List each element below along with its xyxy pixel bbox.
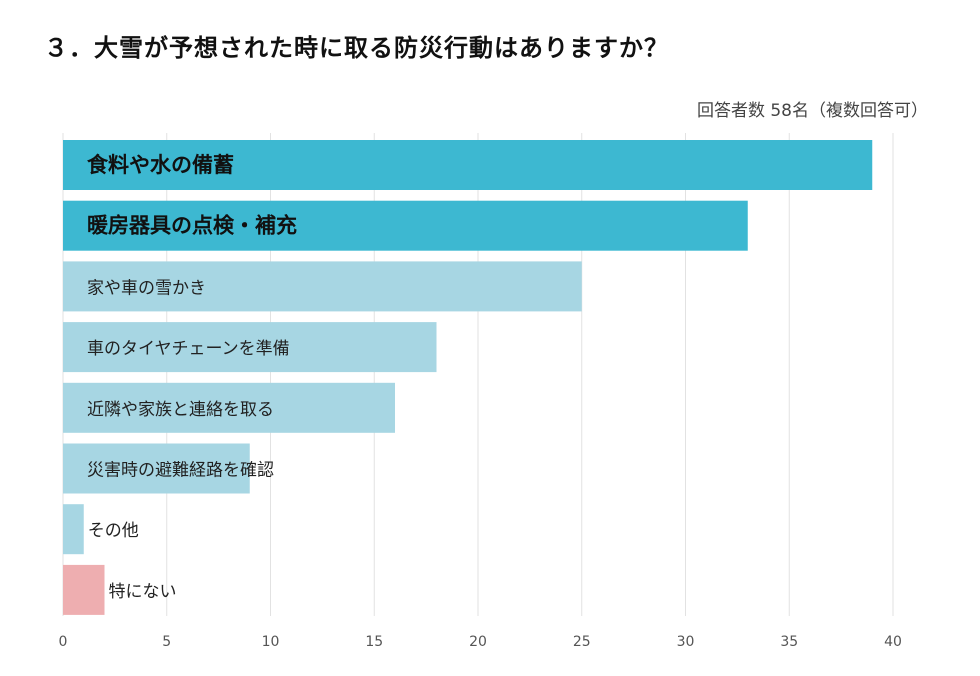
x-tick-label: 40: [884, 634, 902, 650]
bar: [63, 200, 748, 251]
x-tick-label: 15: [365, 634, 383, 650]
chart-title: ３．大雪が予想された時に取る防災行動はありますか？: [44, 34, 669, 62]
bar: [63, 322, 437, 373]
bar: [63, 443, 250, 494]
x-tick-label: 30: [677, 634, 695, 650]
bar: [63, 564, 105, 615]
x-tick-label: 5: [162, 634, 171, 650]
respondent-note: 回答者数 58名（複数回答可）: [696, 101, 928, 121]
bar: [63, 382, 395, 433]
bar-label: 家や車の雪かき: [87, 278, 206, 298]
bar: [63, 140, 873, 190]
bar: [63, 504, 84, 555]
x-tick-label: 35: [780, 634, 798, 650]
x-tick-label: 10: [262, 634, 280, 650]
bar-label: 車のタイヤチェーンを準備: [87, 339, 290, 359]
bar-label: 暖房器具の点検・補充: [87, 214, 297, 238]
bar-label: その他: [88, 521, 139, 541]
x-tick-label: 20: [469, 634, 487, 650]
bar: [63, 261, 582, 312]
bar-label: 特にない: [109, 582, 177, 602]
x-tick-label: 0: [59, 634, 68, 650]
x-tick-label: 25: [573, 634, 591, 650]
bar-label: 災害時の避難経路を確認: [87, 461, 274, 481]
bar-label: 食料や水の備蓄: [87, 153, 234, 177]
bar-label: 近隣や家族と連絡を取る: [87, 400, 274, 420]
